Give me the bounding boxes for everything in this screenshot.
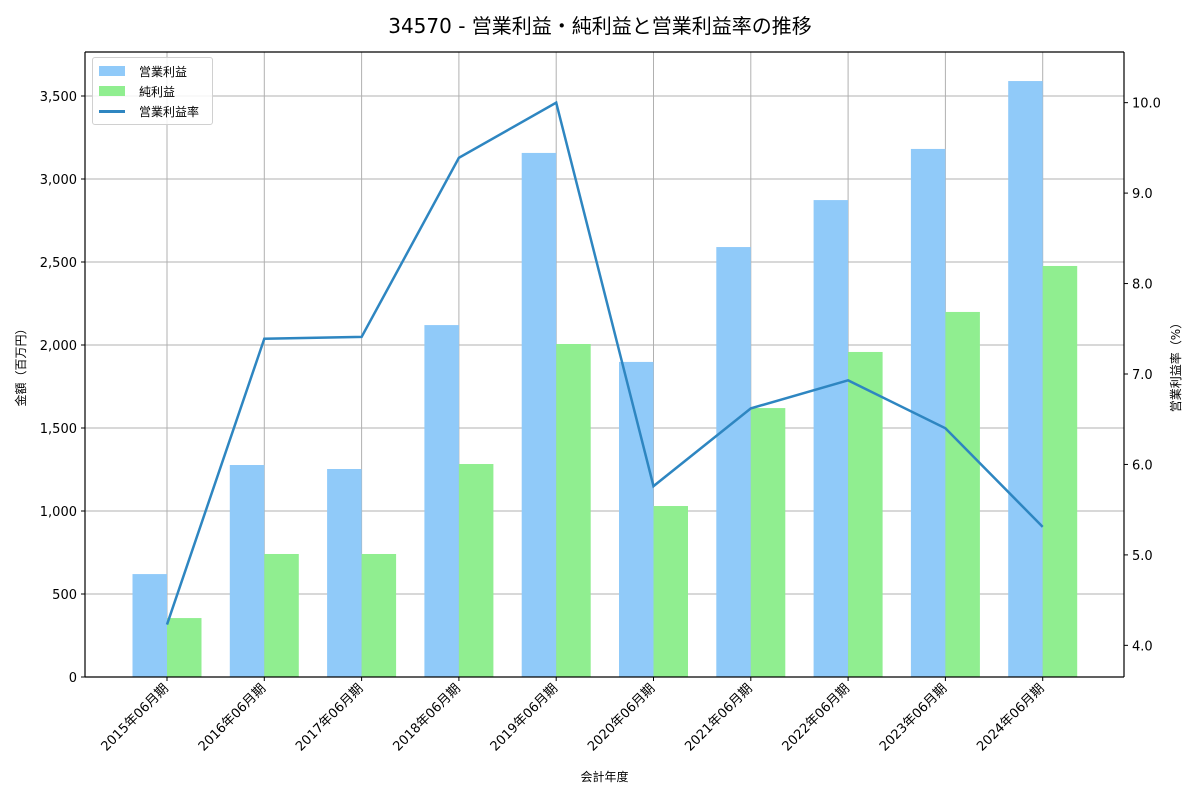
legend-item-net-profit: 純利益: [99, 81, 206, 101]
x-tick-label: 2024年06月期: [974, 681, 1047, 754]
bar-net-profit: [361, 553, 397, 677]
y-tick-label: 1,500: [40, 422, 77, 437]
x-tick-label: 2023年06月期: [877, 681, 950, 754]
x-tick-label: 2015年06月期: [99, 681, 172, 754]
bar-net-profit: [264, 553, 299, 677]
y-tick-label: 0: [69, 671, 77, 686]
bar-net-profit: [848, 351, 883, 677]
bar-operating-profit: [327, 468, 362, 677]
legend-label: 営業利益率: [139, 104, 200, 119]
x-tick-label: 2019年06月期: [488, 681, 561, 754]
y2-tick-label: 10.0: [1132, 97, 1161, 112]
y-tick-label: 1,000: [40, 505, 77, 520]
legend-swatch-operating-margin: [99, 109, 125, 113]
bar-net-profit: [653, 506, 688, 677]
legend-label: 営業利益: [139, 64, 188, 79]
bar-net-profit: [750, 408, 786, 677]
y-axis-label: 金額（百万円）: [13, 322, 28, 406]
y-tick-label: 3,500: [40, 90, 77, 105]
bar-operating-profit: [521, 152, 557, 677]
bar-operating-profit: [813, 200, 849, 677]
legend-item-operating-profit: 営業利益: [99, 61, 206, 81]
line-operating-margin: [165, 100, 1044, 625]
x-tick-label: 2017年06月期: [293, 681, 366, 754]
x-axis-label: 会計年度: [580, 769, 628, 784]
bar-operating-profit: [424, 325, 459, 677]
x-tick-label: 2020年06月期: [585, 681, 658, 754]
y2-axis-label: 営業利益率（%）: [1168, 317, 1183, 412]
x-tick-label: 2022年06月期: [780, 681, 853, 754]
legend-label: 純利益: [139, 84, 176, 99]
bar-operating-profit: [716, 247, 751, 678]
y2-tick-label: 6.0: [1132, 458, 1153, 473]
chart-title: 34570 - 営業利益・純利益と営業利益率の推移: [388, 14, 812, 38]
y2-tick-label: 4.0: [1132, 639, 1153, 654]
legend-swatch-net-profit: [99, 86, 125, 96]
bar-operating-profit: [229, 465, 265, 677]
y2-tick-label: 5.0: [1132, 549, 1153, 564]
y2-tick-label: 9.0: [1132, 187, 1153, 202]
bar-operating-profit: [619, 361, 654, 677]
legend: 営業利益 純利益 営業利益率: [92, 57, 213, 125]
x-tick-label: 2018年06月期: [390, 681, 463, 754]
bar-net-profit: [458, 464, 494, 677]
bar-operating-profit: [1008, 81, 1043, 677]
bar-operating-profit: [132, 574, 167, 677]
y-tick-label: 2,000: [40, 339, 77, 354]
y-tick-label: 500: [52, 588, 77, 603]
legend-swatch-operating-profit: [99, 66, 125, 76]
bar-net-profit: [556, 343, 591, 677]
x-tick-label: 2016年06月期: [196, 681, 269, 754]
legend-item-operating-margin: 営業利益率: [99, 101, 206, 121]
y-tick-label: 2,500: [40, 256, 77, 271]
bar-net-profit: [167, 618, 202, 677]
y2-tick-label: 7.0: [1132, 368, 1153, 383]
bar-net-profit: [1042, 265, 1078, 677]
y-tick-label: 3,000: [40, 173, 77, 188]
x-tick-label: 2021年06月期: [682, 681, 755, 754]
y2-tick-label: 8.0: [1132, 278, 1153, 293]
bar-net-profit: [945, 311, 980, 677]
